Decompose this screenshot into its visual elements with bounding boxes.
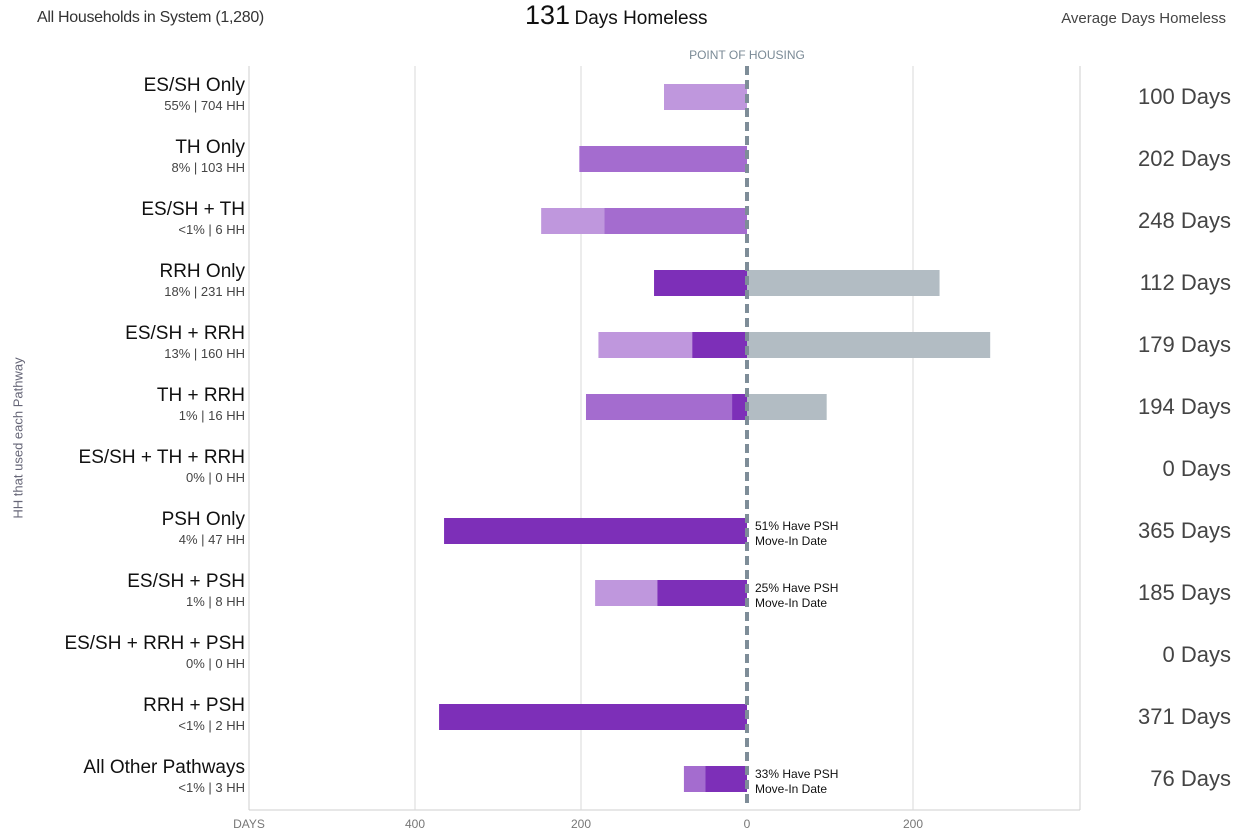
bar-segment: [692, 332, 747, 358]
pathway-stats: 1% | 8 HH: [185, 594, 245, 609]
pathway-name: RRH + PSH: [143, 695, 245, 716]
pathway-label: TH Only 8% | 103 HH: [172, 137, 245, 176]
bar-segment: [747, 270, 940, 296]
pathway-stats: 55% | 704 HH: [164, 98, 245, 113]
pathway-name: TH Only: [175, 137, 245, 158]
psh-note: 25% Have PSH: [755, 581, 838, 595]
bar-segment: [444, 518, 747, 544]
bar-segment: [732, 394, 747, 420]
bar-segment: [439, 704, 747, 730]
pathway-stats: 0% | 0 HH: [185, 656, 245, 671]
average-days-value: 0 Days: [1162, 642, 1231, 667]
pathway-name: ES/SH Only: [143, 75, 245, 96]
psh-note: Move-In Date: [755, 596, 827, 610]
x-tick-label: 200: [571, 817, 591, 831]
bar-segment: [705, 766, 747, 792]
average-days-value: 185 Days: [1138, 580, 1231, 605]
bar-segment: [683, 766, 706, 792]
pathway-label: ES/SH + RRH 13% | 160 HH: [125, 323, 245, 362]
bar-segment: [579, 146, 747, 172]
pathway-stats: 18% | 231 HH: [164, 284, 245, 299]
average-days-value: 202 Days: [1138, 146, 1231, 171]
psh-note: 51% Have PSH: [755, 519, 838, 533]
days-homeless-label: Days Homeless: [574, 8, 708, 29]
average-days-value: 100 Days: [1138, 84, 1231, 109]
pathway-name: ES/SH + RRH + PSH: [64, 633, 245, 654]
pathway-label: ES/SH + RRH + PSH 0% | 0 HH: [64, 633, 245, 672]
x-tick-label: 200: [903, 817, 923, 831]
pathway-name: All Other Pathways: [83, 757, 245, 778]
pathway-stats: 0% | 0 HH: [185, 470, 245, 485]
pathway-label: TH + RRH 1% | 16 HH: [157, 385, 245, 424]
pathway-stats: <1% | 2 HH: [178, 718, 245, 733]
days-homeless-value: 131: [525, 0, 571, 30]
pathway-label: ES/SH + TH <1% | 6 HH: [141, 199, 245, 238]
bar-segment: [657, 580, 747, 606]
pathway-label: ES/SH + PSH 1% | 8 HH: [127, 571, 245, 610]
pathway-name: ES/SH + PSH: [127, 571, 245, 592]
average-days-value: 0 Days: [1162, 456, 1231, 481]
pathway-name: TH + RRH: [156, 385, 245, 406]
pathway-stats: 1% | 16 HH: [178, 408, 245, 423]
bar-segment: [598, 332, 693, 358]
bar-segment: [654, 270, 747, 296]
bar-segment: [664, 84, 747, 110]
x-axis-label: DAYS: [233, 817, 265, 831]
average-days-value: 112 Days: [1139, 270, 1231, 295]
bar-segment: [747, 394, 827, 420]
pathway-stats: <1% | 3 HH: [178, 780, 245, 795]
pathway-label: ES/SH Only 55% | 704 HH: [144, 75, 245, 114]
pathway-label: PSH Only 4% | 47 HH: [162, 509, 245, 548]
x-tick-label: 400: [405, 817, 425, 831]
average-days-value: 371 Days: [1138, 704, 1231, 729]
bar-segment: [604, 208, 747, 234]
psh-note: Move-In Date: [755, 782, 827, 796]
pathway-label: RRH + PSH <1% | 2 HH: [143, 695, 245, 734]
pathway-stats: <1% | 6 HH: [178, 222, 245, 237]
x-tick-label: 0: [744, 817, 751, 831]
pathway-stats: 13% | 160 HH: [164, 346, 245, 361]
pathway-name: ES/SH + TH: [141, 199, 245, 220]
households-title: All Households in System (1,280): [37, 9, 264, 26]
psh-note: 33% Have PSH: [755, 767, 838, 781]
pathway-name: ES/SH + TH + RRH: [78, 447, 245, 468]
pathway-label: ES/SH + TH + RRH 0% | 0 HH: [79, 447, 245, 486]
pathway-stats: 8% | 103 HH: [171, 160, 245, 175]
bar-segment: [595, 580, 658, 606]
days-homeless-summary: 131 Days Homeless: [525, 0, 708, 31]
point-of-housing-label: POINT OF HOUSING: [689, 48, 805, 62]
pathway-stats: 4% | 47 HH: [178, 532, 245, 547]
psh-note: Move-In Date: [755, 534, 827, 548]
bar-segment: [747, 332, 991, 358]
pathway-name: ES/SH + RRH: [125, 323, 245, 344]
average-days-value: 365 Days: [1138, 518, 1231, 543]
bar-segment: [541, 208, 605, 234]
pathway-name: RRH Only: [159, 261, 245, 282]
average-days-title: Average Days Homeless: [1061, 10, 1226, 27]
pathway-label: RRH Only 18% | 231 HH: [159, 261, 245, 300]
bar-segment: [585, 394, 733, 420]
pathway-name: PSH Only: [161, 509, 245, 530]
average-days-value: 194 Days: [1138, 394, 1231, 419]
pathway-label: All Other Pathways <1% | 3 HH: [83, 757, 245, 796]
average-days-value: 179 Days: [1138, 332, 1231, 357]
average-days-value: 248 Days: [1138, 208, 1231, 233]
average-days-value: 76 Days: [1150, 766, 1231, 791]
